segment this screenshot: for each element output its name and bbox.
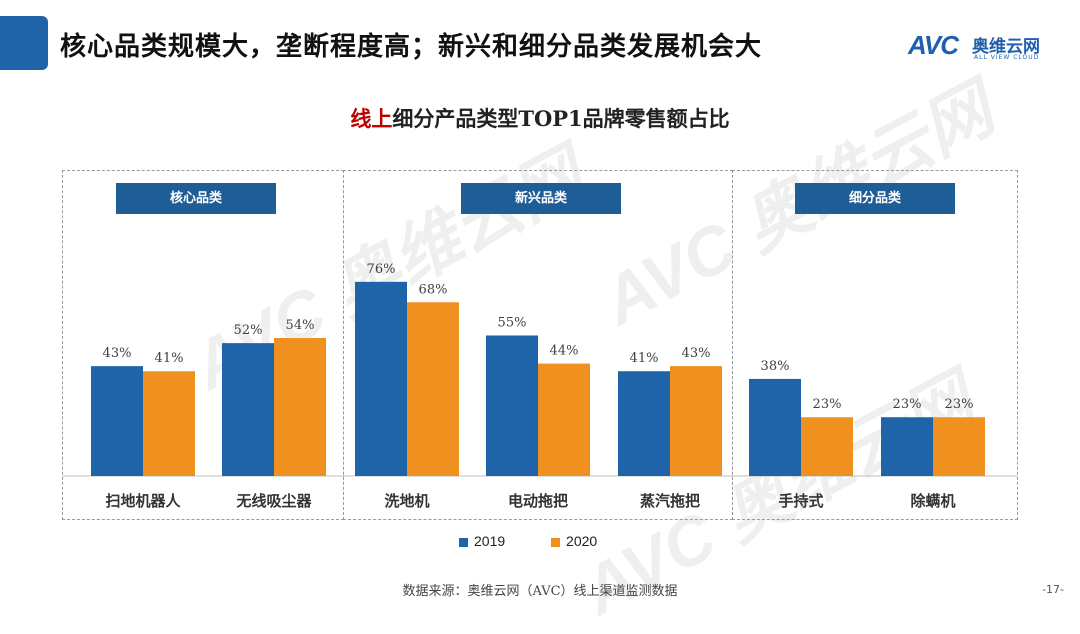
brand-logo-tagline: ALL VIEW CLOUD <box>974 54 1040 61</box>
bar-2020-0 <box>143 371 195 476</box>
data-label-2019-0: 43% <box>103 346 132 361</box>
data-label-2019-5: 38% <box>761 359 790 374</box>
brand-logo: AVC 奥维云网 ALL VIEW CLOUD <box>908 30 1058 64</box>
legend-item-2020: 2020 <box>551 533 597 549</box>
data-label-2020-5: 23% <box>813 397 842 412</box>
page-number: -17- <box>1042 583 1064 596</box>
data-label-2019-6: 23% <box>893 397 922 412</box>
header-accent-bar <box>0 16 48 70</box>
bar-2019-6 <box>881 417 933 476</box>
bar-2019-3 <box>486 335 538 476</box>
category-label-3: 电动拖把 <box>508 492 568 510</box>
category-label-6: 除螨机 <box>910 492 955 510</box>
group-label-emerging: 新兴品类 <box>461 183 621 214</box>
legend-label-2019: 2019 <box>474 533 506 549</box>
bar-2019-4 <box>618 371 670 476</box>
brand-logo-name: 奥维云网 <box>972 37 1040 57</box>
legend-label-2020: 2020 <box>566 533 598 549</box>
bar-chart: 43% 41% 扫地机器人 52% 54% 无线吸尘器 76% 68% 洗地机 55% 44% 电动拖… <box>63 262 1017 510</box>
chart-title-rest: 细分产品类型TOP1品牌零售额占比 <box>392 106 730 131</box>
legend-swatch-2020 <box>551 537 561 547</box>
data-label-2020-4: 43% <box>682 346 711 361</box>
data-source-note: 数据来源：奥维云网（AVC）线上渠道监测数据 <box>402 584 678 599</box>
bar-2019-0 <box>91 366 143 476</box>
group-label-niche: 细分品类 <box>795 183 955 214</box>
bar-2019-2 <box>355 281 407 476</box>
data-label-2020-0: 41% <box>155 351 184 366</box>
data-label-2020-1: 54% <box>286 318 315 333</box>
bar-2020-5 <box>801 417 853 476</box>
category-label-4: 蒸汽拖把 <box>640 492 700 510</box>
chart-title-highlight: 线上 <box>350 106 393 131</box>
category-label-1: 无线吸尘器 <box>235 492 312 510</box>
legend-swatch-2019 <box>459 537 468 547</box>
data-label-2019-1: 52% <box>234 323 263 338</box>
bar-2019-1 <box>222 343 274 476</box>
data-label-2020-2: 68% <box>419 282 448 297</box>
bar-2020-6 <box>933 417 985 476</box>
data-label-2020-3: 44% <box>550 344 579 359</box>
category-label-0: 扫地机器人 <box>105 492 181 510</box>
data-label-2020-6: 23% <box>945 397 974 412</box>
chart-legend: 2019 2020 <box>459 533 639 549</box>
data-label-2019-4: 41% <box>630 351 659 366</box>
bar-2019-5 <box>749 378 801 476</box>
bar-2020-1 <box>274 338 326 476</box>
legend-item-2019: 2019 <box>459 533 505 549</box>
group-label-core: 核心品类 <box>116 183 276 214</box>
data-label-2019-2: 76% <box>367 262 396 277</box>
bar-2020-3 <box>538 363 590 476</box>
group-frame-niche <box>732 170 1018 520</box>
data-label-2019-3: 55% <box>498 315 527 330</box>
bar-2020-2 <box>407 302 459 476</box>
chart-title: 线上细分产品类型TOP1品牌零售额占比 <box>0 103 1080 133</box>
page-title: 核心品类规模大，垄断程度高；新兴和细分品类发展机会大 <box>60 32 763 62</box>
category-label-5: 手持式 <box>778 492 823 510</box>
bar-2020-4 <box>670 366 722 476</box>
brand-logo-mark: AVC <box>908 30 959 60</box>
category-label-2: 洗地机 <box>384 492 429 510</box>
